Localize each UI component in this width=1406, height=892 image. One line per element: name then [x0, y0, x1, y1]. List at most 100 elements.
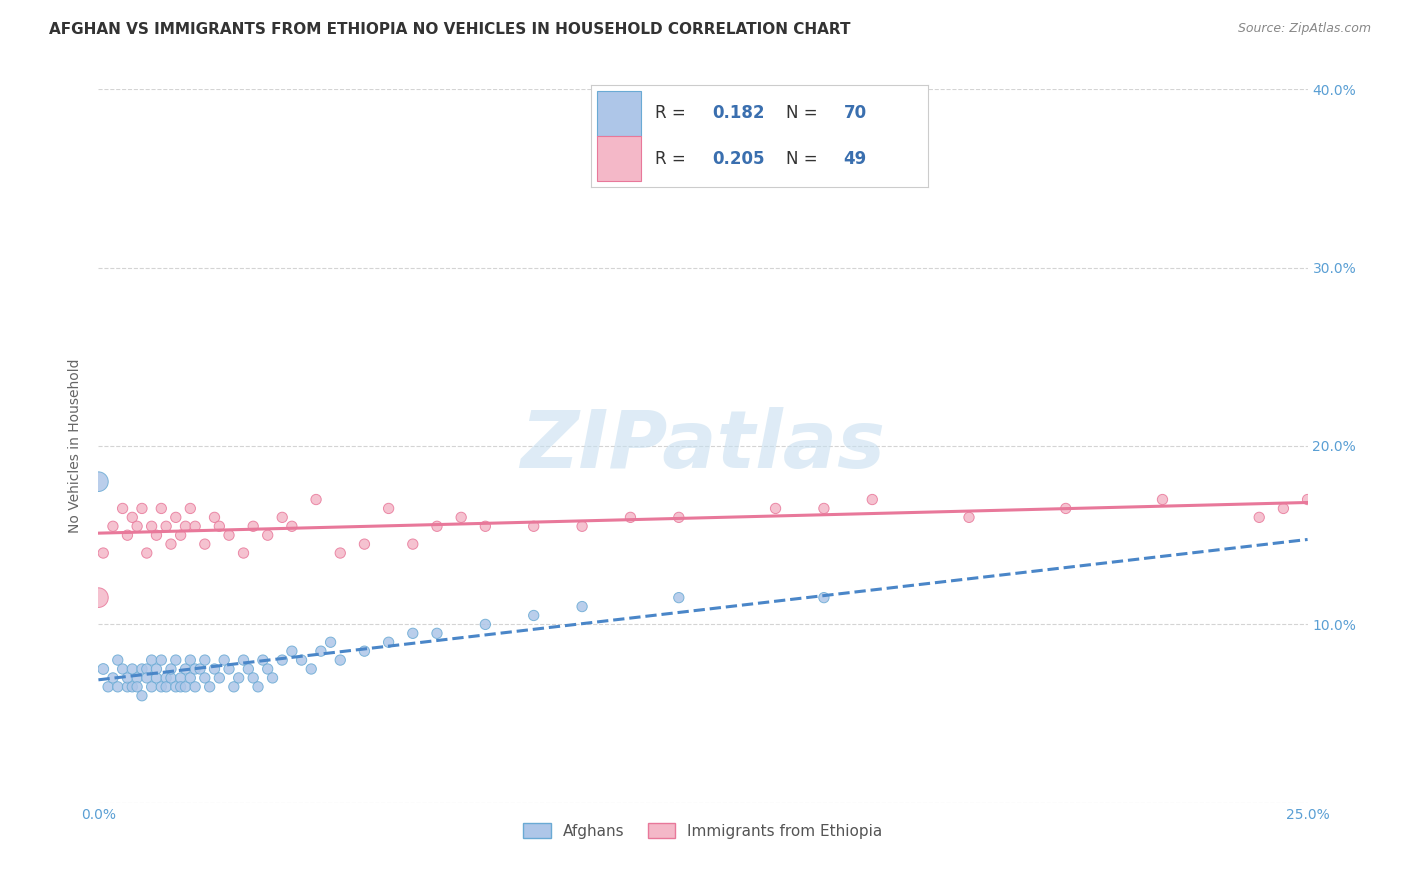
Text: N =: N =	[786, 104, 823, 122]
Point	[135, 662, 157, 676]
Point	[204, 662, 226, 676]
Point	[281, 644, 304, 658]
Point	[377, 501, 399, 516]
Point	[160, 662, 183, 676]
Point	[184, 519, 207, 533]
Point	[668, 510, 690, 524]
Point	[160, 537, 183, 551]
Point	[131, 662, 153, 676]
Point	[127, 671, 149, 685]
Point	[238, 662, 260, 676]
Point	[571, 519, 593, 533]
Point	[222, 680, 245, 694]
Text: 70: 70	[844, 104, 866, 122]
Point	[150, 680, 173, 694]
Point	[242, 519, 264, 533]
Text: Source: ZipAtlas.com: Source: ZipAtlas.com	[1237, 22, 1371, 36]
Point	[474, 617, 496, 632]
Point	[150, 653, 173, 667]
Text: 0.182: 0.182	[711, 104, 765, 122]
Point	[860, 492, 883, 507]
Point	[155, 671, 177, 685]
Point	[329, 546, 352, 560]
Point	[121, 662, 143, 676]
Point	[228, 671, 250, 685]
Point	[117, 671, 139, 685]
Point	[353, 644, 375, 658]
Point	[957, 510, 980, 524]
Point	[571, 599, 593, 614]
Point	[450, 510, 472, 524]
Point	[188, 662, 211, 676]
Point	[127, 680, 149, 694]
Point	[619, 510, 641, 524]
Point	[179, 653, 201, 667]
Point	[87, 591, 110, 605]
Text: 0.205: 0.205	[711, 150, 765, 168]
Point	[765, 501, 787, 516]
Point	[117, 528, 139, 542]
Point	[165, 680, 187, 694]
Point	[165, 653, 187, 667]
Point	[174, 662, 197, 676]
Point	[121, 510, 143, 524]
Point	[121, 680, 143, 694]
Point	[141, 680, 163, 694]
Point	[141, 519, 163, 533]
Point	[402, 626, 425, 640]
Point	[87, 475, 110, 489]
Bar	[598, 136, 641, 181]
Point	[101, 671, 124, 685]
Point	[290, 653, 312, 667]
Point	[232, 653, 254, 667]
Point	[101, 519, 124, 533]
Point	[242, 671, 264, 685]
Point	[165, 510, 187, 524]
Point	[145, 662, 167, 676]
Point	[813, 501, 835, 516]
Point	[474, 519, 496, 533]
Point	[127, 519, 149, 533]
Point	[402, 537, 425, 551]
Point	[97, 680, 120, 694]
Point	[204, 510, 226, 524]
Point	[179, 671, 201, 685]
Point	[160, 671, 183, 685]
Point	[111, 501, 134, 516]
Legend: Afghans, Immigrants from Ethiopia: Afghans, Immigrants from Ethiopia	[517, 817, 889, 845]
Point	[319, 635, 342, 649]
Text: AFGHAN VS IMMIGRANTS FROM ETHIOPIA NO VEHICLES IN HOUSEHOLD CORRELATION CHART: AFGHAN VS IMMIGRANTS FROM ETHIOPIA NO VE…	[49, 22, 851, 37]
Point	[329, 653, 352, 667]
Point	[169, 671, 191, 685]
Point	[184, 680, 207, 694]
Point	[1296, 492, 1319, 507]
Point	[309, 644, 332, 658]
Point	[194, 653, 217, 667]
Point	[1249, 510, 1271, 524]
Bar	[598, 91, 641, 136]
Point	[107, 653, 129, 667]
Point	[377, 635, 399, 649]
Point	[174, 519, 197, 533]
Text: R =: R =	[655, 150, 690, 168]
Point	[353, 537, 375, 551]
Point	[107, 680, 129, 694]
Point	[155, 519, 177, 533]
Point	[155, 680, 177, 694]
Point	[426, 626, 449, 640]
Point	[262, 671, 284, 685]
Point	[135, 671, 157, 685]
Point	[256, 662, 278, 676]
Point	[145, 528, 167, 542]
Point	[1272, 501, 1295, 516]
Point	[145, 671, 167, 685]
Point	[91, 662, 114, 676]
Point	[150, 501, 173, 516]
Point	[281, 519, 304, 533]
Text: R =: R =	[655, 104, 690, 122]
Point	[668, 591, 690, 605]
Point	[212, 653, 235, 667]
Point	[208, 519, 231, 533]
Point	[174, 680, 197, 694]
Point	[813, 591, 835, 605]
